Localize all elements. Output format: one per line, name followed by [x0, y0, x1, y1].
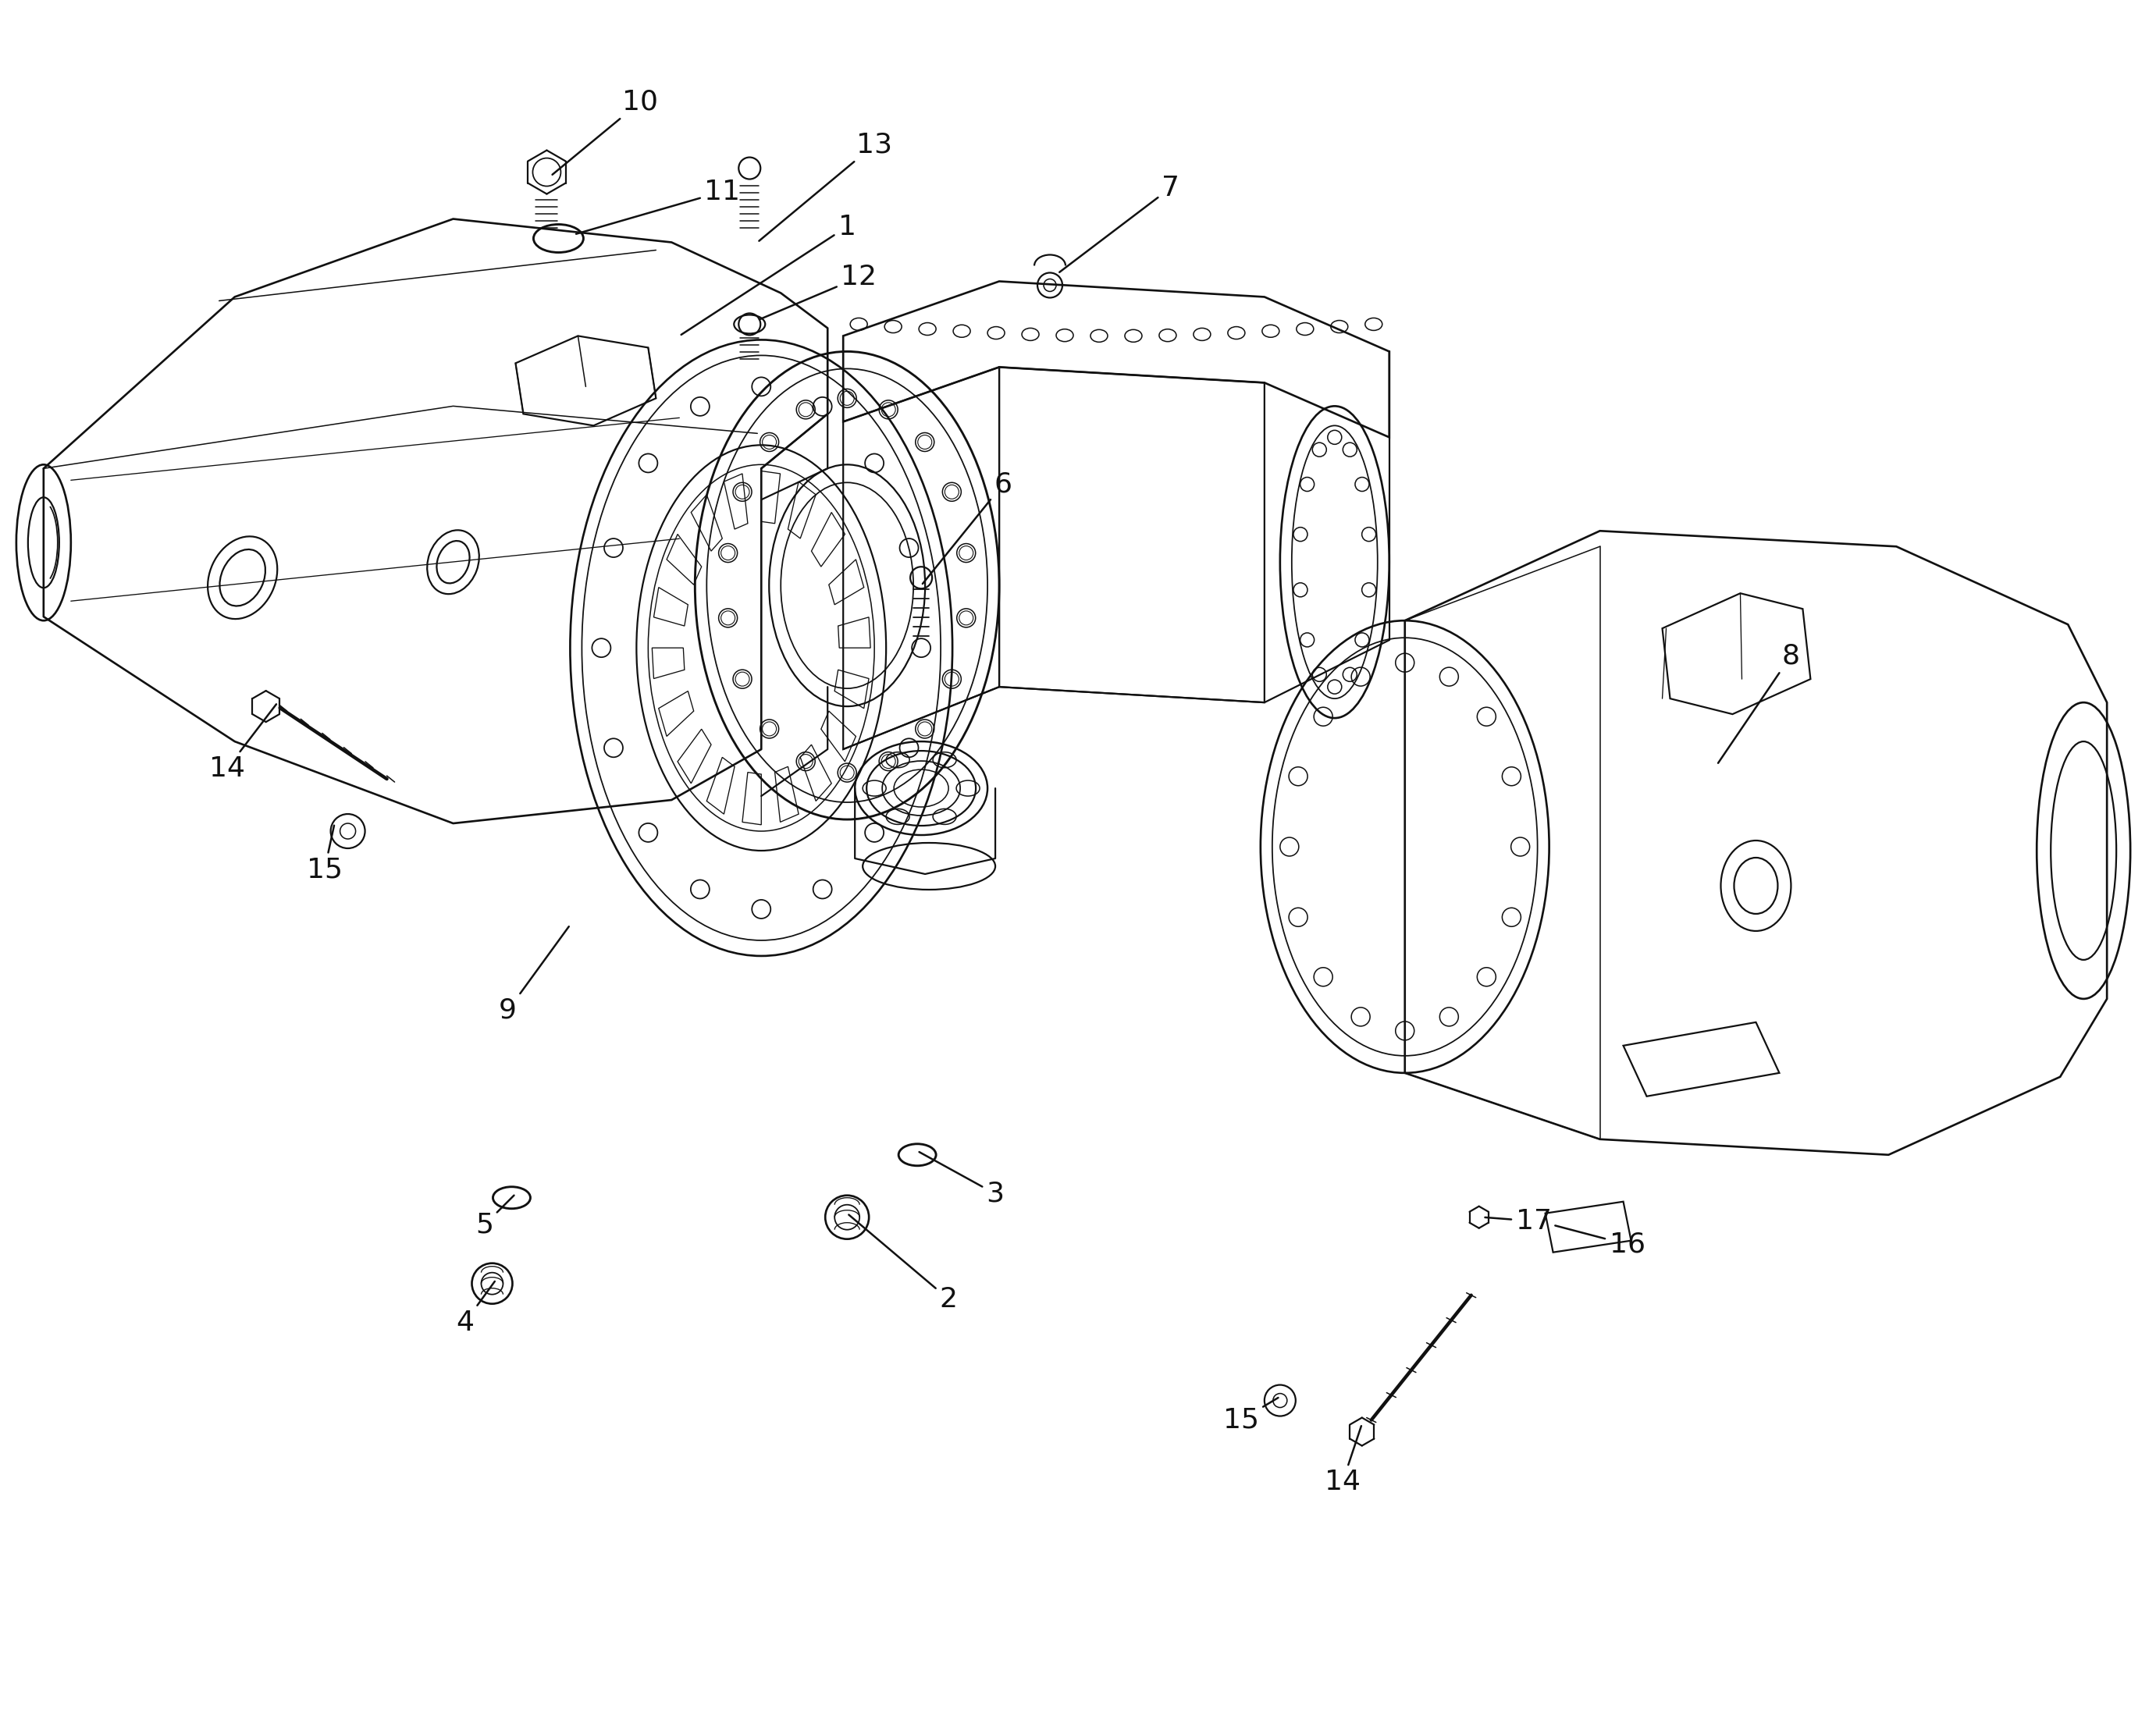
Text: 17: 17 [1485, 1208, 1552, 1235]
Text: 12: 12 [759, 264, 877, 319]
Text: 16: 16 [1554, 1225, 1645, 1257]
Text: 5: 5 [474, 1196, 513, 1238]
Text: 6: 6 [923, 471, 1011, 584]
Text: 13: 13 [759, 132, 893, 242]
Text: 2: 2 [849, 1215, 957, 1312]
Text: 4: 4 [455, 1281, 494, 1336]
Text: 14: 14 [209, 704, 276, 783]
Text: 7: 7 [1059, 175, 1179, 272]
Text: 15: 15 [306, 826, 343, 884]
Text: 10: 10 [552, 89, 658, 175]
Text: 15: 15 [1222, 1398, 1279, 1434]
Text: 14: 14 [1324, 1425, 1360, 1495]
Text: 11: 11 [576, 178, 740, 235]
Text: 3: 3 [918, 1151, 1005, 1208]
Text: 9: 9 [498, 927, 569, 1024]
Text: 1: 1 [681, 214, 856, 334]
Text: 8: 8 [1718, 642, 1800, 762]
